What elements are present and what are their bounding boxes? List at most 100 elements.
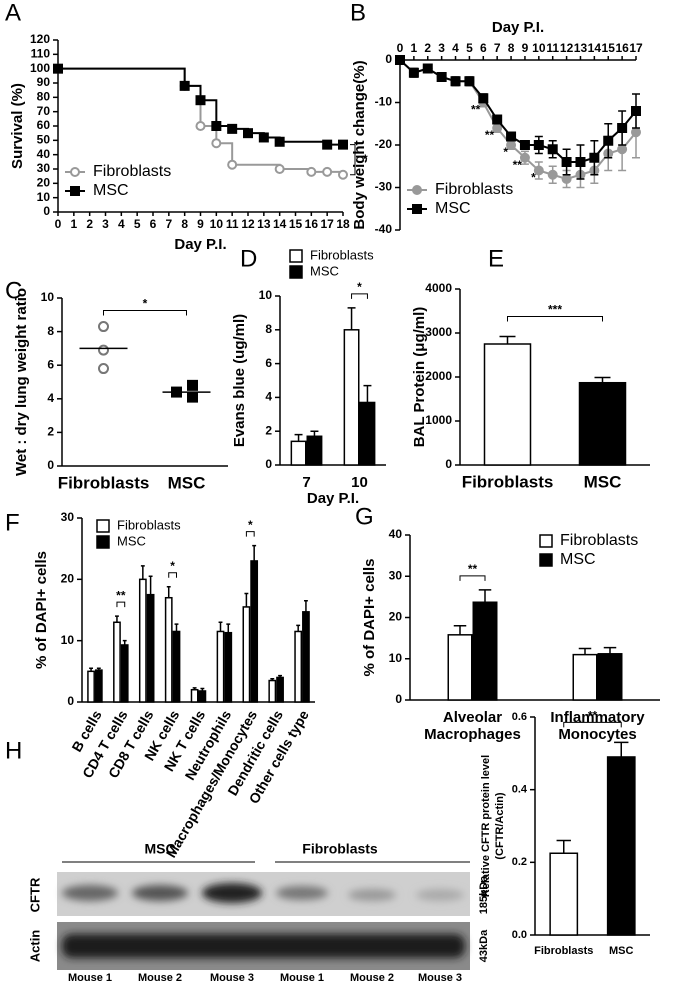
bar <box>359 401 376 466</box>
x-tick-label: 15 <box>602 41 616 55</box>
x-tick-label: 4 <box>452 41 459 55</box>
lane-label: Mouse 3 <box>418 972 462 984</box>
marker <box>603 135 614 146</box>
y-tick-label: 0 <box>43 204 50 218</box>
x-tick-label: 0 <box>55 217 62 231</box>
significance-label: *** <box>548 303 562 317</box>
error-bar <box>294 433 303 442</box>
row-label: CFTR <box>27 877 42 912</box>
bar <box>483 343 532 466</box>
lane-label: Mouse 2 <box>350 972 394 984</box>
marker <box>187 391 198 403</box>
legend-swatch <box>289 249 303 263</box>
x-tick-label: 12 <box>241 217 255 231</box>
y-tick-label: 2000 <box>425 369 452 383</box>
bar <box>87 670 95 703</box>
lane-label: Mouse 2 <box>138 972 182 984</box>
blot-group: Fibroblasts <box>302 841 378 857</box>
western-blot: H MSC Fibroblasts CFTR Actin 185kDa 43kD… <box>5 737 490 984</box>
marker <box>227 159 238 170</box>
marker <box>53 63 63 74</box>
y-tick-label: 10 <box>389 651 403 665</box>
x-tick-label: 13 <box>257 217 271 231</box>
error-bar <box>363 384 372 403</box>
bar <box>94 669 103 703</box>
error-bar <box>478 589 492 603</box>
significance-label: ** <box>116 588 126 602</box>
y-tick-label: 0.0 <box>512 929 527 941</box>
size-label: 43kDa <box>478 929 490 962</box>
y-tick-label: 2 <box>265 423 272 437</box>
y-tick-label: 90 <box>37 75 51 89</box>
x-tick-label: 16 <box>615 41 629 55</box>
marker <box>195 95 206 106</box>
marker <box>533 165 544 176</box>
marker <box>338 169 348 180</box>
marker <box>547 144 558 155</box>
marker <box>561 157 572 167</box>
legend-label: MSC <box>93 182 129 199</box>
lane-label: Mouse 1 <box>280 972 324 984</box>
y-axis-label: BAL Protein (μg/ml) <box>411 307 428 448</box>
marker <box>547 169 558 180</box>
significance-label: * <box>363 152 368 166</box>
y-axis-label: % of DAPI+ cells <box>361 559 378 677</box>
marker <box>187 379 198 391</box>
x-axis-label: Day P.I. <box>492 19 544 36</box>
significance-bracket <box>459 575 486 581</box>
x-tick-label: Fibroblasts <box>462 472 554 491</box>
legend-marker <box>70 186 80 196</box>
series-line <box>399 59 637 163</box>
y-tick-label: 0 <box>445 457 452 471</box>
y-tick-label: 10 <box>61 633 75 647</box>
actin-bands <box>62 934 465 958</box>
x-tick-label: 7 <box>302 474 310 491</box>
x-tick-label: Alveolar <box>443 709 502 726</box>
bar <box>242 606 251 703</box>
significance-label: * <box>143 297 148 311</box>
y-tick-label: 20 <box>37 176 51 190</box>
legend-swatch <box>96 535 110 549</box>
bar <box>472 601 498 701</box>
marker <box>506 140 517 150</box>
y-tick-label: 30 <box>61 510 75 524</box>
significance-label: * <box>170 559 175 573</box>
significance-bracket <box>168 572 177 578</box>
legend-label: Fibroblasts <box>310 247 374 262</box>
legend-marker <box>412 204 422 214</box>
marker <box>450 76 461 87</box>
legend-marker <box>412 185 422 195</box>
y-tick-label: 70 <box>37 104 51 118</box>
error-bar <box>192 687 197 690</box>
error-bar <box>578 647 592 655</box>
legend-label: MSC <box>435 200 471 217</box>
x-tick-label: 3 <box>102 217 109 231</box>
x-tick-label: 15 <box>289 217 303 231</box>
y-tick-label: 0 <box>67 694 74 708</box>
size-label: 185kDa <box>478 875 490 914</box>
y-tick-label: 4000 <box>425 281 452 295</box>
error-bar <box>594 376 611 383</box>
y-tick-label: 30 <box>389 568 403 582</box>
error-bar <box>122 639 127 645</box>
marker <box>631 106 641 116</box>
x-tick-label: 7 <box>494 41 501 55</box>
marker <box>211 138 222 149</box>
bar <box>268 679 277 703</box>
marker <box>395 55 405 65</box>
error-bar <box>252 544 257 561</box>
error-bar <box>96 667 101 671</box>
annotation: ** <box>513 158 523 172</box>
error-bar <box>614 741 629 757</box>
x-tick-label: 6 <box>150 217 157 231</box>
x-tick-label: 16 <box>305 217 319 231</box>
lane-label: Mouse 1 <box>68 972 112 984</box>
y-tick-label: 30 <box>37 161 51 175</box>
annotation: * <box>531 171 536 185</box>
bar <box>164 596 173 703</box>
y-tick-label: 4 <box>47 391 54 405</box>
y-tick-label: 60 <box>37 118 51 132</box>
marker <box>98 344 109 356</box>
bar <box>302 611 310 703</box>
y-axis-label: Evans blue (ug/ml) <box>231 314 248 447</box>
